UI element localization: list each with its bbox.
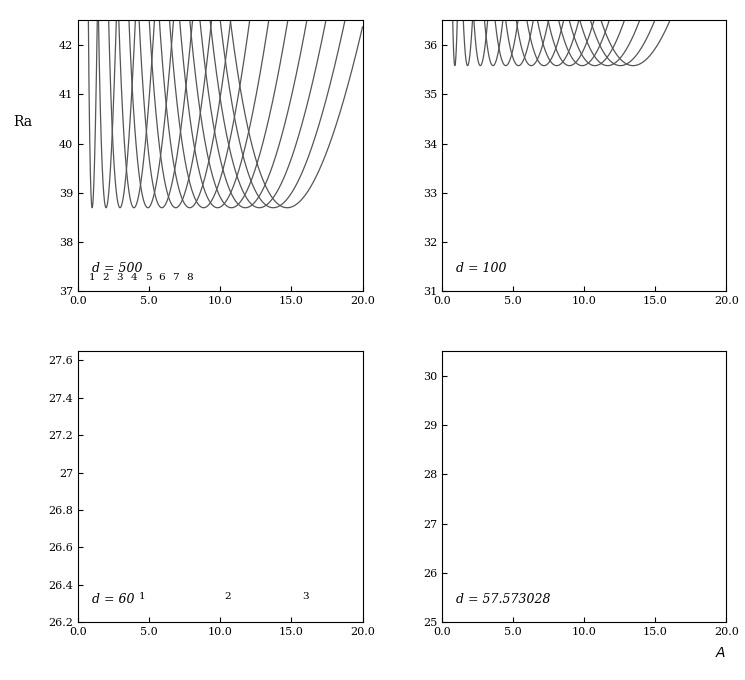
Text: 3: 3 xyxy=(117,273,124,282)
Text: d = 57.573028: d = 57.573028 xyxy=(456,593,551,606)
Text: Ra: Ra xyxy=(13,116,33,129)
Text: d = 500: d = 500 xyxy=(92,262,143,275)
Text: d = 100: d = 100 xyxy=(456,262,507,275)
Text: $A$: $A$ xyxy=(715,645,726,660)
Text: 1: 1 xyxy=(89,273,95,282)
Text: d = 60: d = 60 xyxy=(92,593,135,606)
Text: 2: 2 xyxy=(224,592,231,600)
Text: 7: 7 xyxy=(172,273,179,282)
Text: 1: 1 xyxy=(139,592,145,600)
Text: 4: 4 xyxy=(130,273,137,282)
Text: 5: 5 xyxy=(145,273,151,282)
Text: 8: 8 xyxy=(186,273,193,282)
Text: 2: 2 xyxy=(103,273,110,282)
Text: 6: 6 xyxy=(159,273,165,282)
Text: 3: 3 xyxy=(302,592,309,600)
